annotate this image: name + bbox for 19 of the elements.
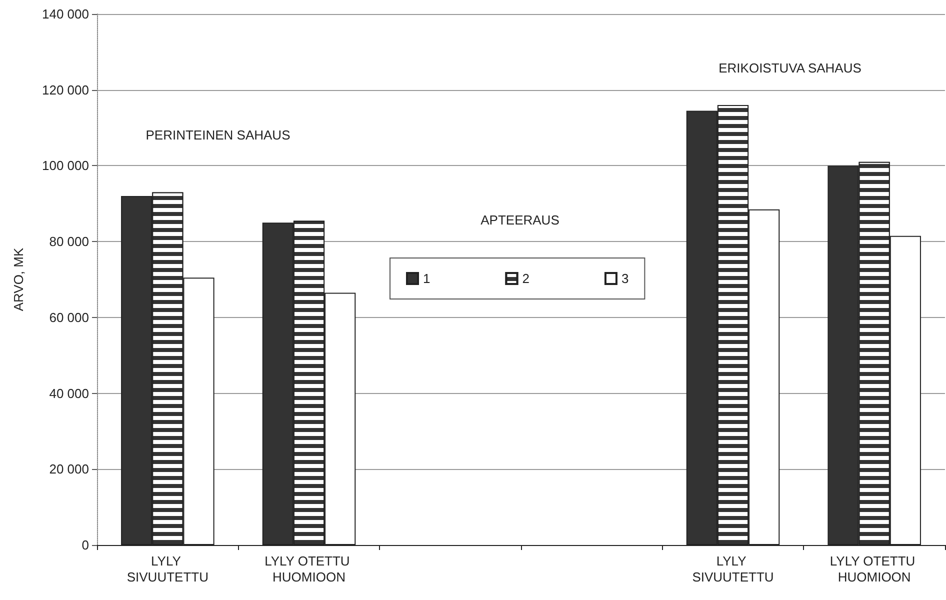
x-tick-label: LYLY SIVUUTETTU <box>126 554 208 584</box>
legend-label: 2 <box>522 271 530 286</box>
y-tick-label: 120 000 <box>42 82 89 98</box>
y-tick-label: 140 000 <box>42 6 89 22</box>
annotation: APTEERAUS <box>480 212 560 228</box>
y-tick-label: 20 000 <box>49 462 89 477</box>
y-tick-label: 0 <box>82 538 89 552</box>
legend-label: 3 <box>621 271 629 286</box>
y-tick-label: 60 000 <box>49 310 89 325</box>
x-tick-label: LYLY OTETTU HUOMIOON <box>264 554 354 584</box>
y-tick-label: 80 000 <box>49 234 89 250</box>
x-tick-label: LYLY SIVUUTETTU <box>692 554 774 584</box>
legend-label: 1 <box>423 271 430 286</box>
annotation: PERINTEINEN SAHAUS <box>146 128 291 142</box>
y-axis-title: ARVO, MK <box>11 248 26 312</box>
y-tick-label: 40 000 <box>49 386 89 401</box>
annotation: ERIKOISTUVA SAHAUS <box>718 60 862 76</box>
y-tick-label: 100 000 <box>42 158 89 174</box>
x-tick-label: LYLY OTETTU HUOMIOON <box>830 554 919 584</box>
